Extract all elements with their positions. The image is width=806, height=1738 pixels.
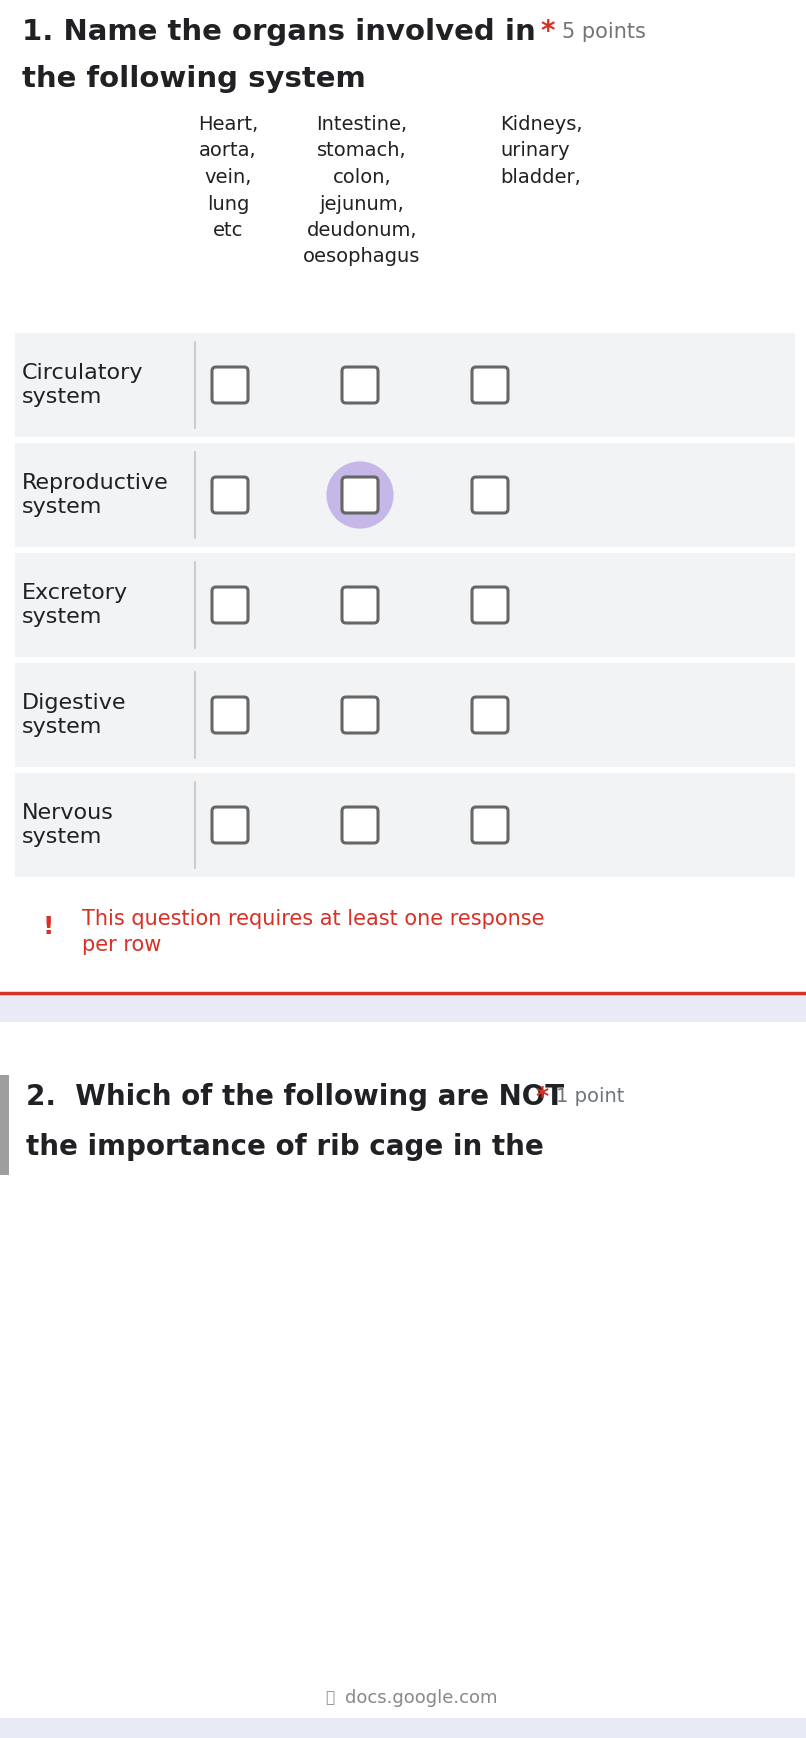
Text: 1. Name the organs involved in: 1. Name the organs involved in	[22, 17, 536, 45]
FancyBboxPatch shape	[212, 476, 248, 513]
FancyBboxPatch shape	[472, 697, 508, 733]
Text: the following system: the following system	[22, 64, 366, 94]
FancyBboxPatch shape	[472, 806, 508, 843]
Text: Digestive
system: Digestive system	[22, 693, 127, 737]
FancyBboxPatch shape	[212, 367, 248, 403]
Text: Intestine,
stomach,
colon,
jejunum,
deudonum,
oesophagus: Intestine, stomach, colon, jejunum, deud…	[303, 115, 421, 266]
Text: docs.google.com: docs.google.com	[345, 1689, 497, 1707]
Bar	[0, 1076, 9, 1175]
Text: Circulatory
system: Circulatory system	[22, 363, 143, 407]
Text: per row: per row	[82, 935, 161, 954]
Bar	[15, 553, 795, 657]
Bar	[15, 773, 795, 878]
Text: Excretory
system: Excretory system	[22, 582, 128, 627]
Text: Kidneys,
urinary
bladder,: Kidneys, urinary bladder,	[500, 115, 583, 188]
Circle shape	[30, 909, 66, 945]
Circle shape	[326, 461, 393, 528]
Text: Nervous
system: Nervous system	[22, 803, 114, 848]
FancyBboxPatch shape	[342, 367, 378, 403]
Bar	[15, 443, 795, 547]
FancyBboxPatch shape	[472, 367, 508, 403]
Bar	[15, 662, 795, 766]
FancyBboxPatch shape	[342, 806, 378, 843]
Text: 🔒: 🔒	[325, 1691, 334, 1705]
Bar	[0, 1717, 806, 1738]
FancyBboxPatch shape	[472, 476, 508, 513]
Text: Reproductive
system: Reproductive system	[22, 473, 168, 518]
FancyBboxPatch shape	[212, 587, 248, 622]
Text: 1 point: 1 point	[556, 1086, 625, 1105]
Text: 5 points: 5 points	[562, 23, 646, 42]
FancyBboxPatch shape	[212, 806, 248, 843]
Text: 2.  Which of the following are NOT: 2. Which of the following are NOT	[26, 1083, 564, 1111]
FancyBboxPatch shape	[342, 476, 378, 513]
Text: This question requires at least one response: This question requires at least one resp…	[82, 909, 545, 930]
Text: *: *	[535, 1085, 548, 1109]
Text: Heart,
aorta,
vein,
lung
etc: Heart, aorta, vein, lung etc	[198, 115, 258, 240]
FancyBboxPatch shape	[342, 587, 378, 622]
FancyBboxPatch shape	[472, 587, 508, 622]
FancyBboxPatch shape	[342, 697, 378, 733]
FancyBboxPatch shape	[212, 697, 248, 733]
Text: *: *	[540, 17, 555, 45]
Bar	[15, 334, 795, 436]
Text: the importance of rib cage in the: the importance of rib cage in the	[26, 1133, 544, 1161]
Bar	[0, 994, 806, 1022]
Text: !: !	[42, 914, 54, 939]
